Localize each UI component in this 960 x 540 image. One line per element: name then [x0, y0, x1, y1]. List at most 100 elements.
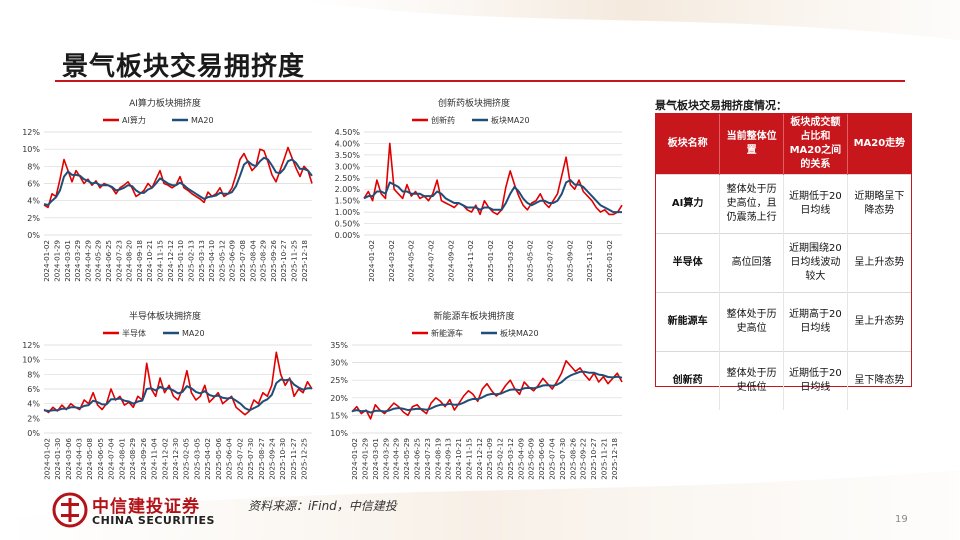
table-cell: 近期略呈下降态势 — [847, 174, 911, 234]
table-row: 新能源车 整体处于历史高位 近期高于20日均线 呈上升态势 — [656, 292, 911, 352]
x-tick-label: 2024-09-18 — [135, 240, 144, 282]
citic-logo-icon — [52, 492, 88, 528]
x-tick-label: 2024-04-29 — [83, 240, 92, 282]
x-tick-label: 2025-09-02 — [565, 240, 574, 282]
table-row: 创新药 整体处于历史低位 近期低于20日均线 呈下降态势 — [656, 351, 911, 410]
y-tick-label: 4.50% — [335, 128, 361, 137]
x-tick-label: 2025-02-13 — [186, 240, 195, 282]
x-tick-label: 2024-11-15 — [464, 438, 473, 480]
y-tick-label: 15% — [330, 411, 348, 420]
x-tick-label: 2026-01-02 — [605, 240, 614, 282]
x-tick-label: 2024-10-21 — [454, 438, 463, 480]
x-tick-label: 2025-08-27 — [257, 438, 266, 480]
series-line-value — [363, 142, 623, 216]
y-tick-label: 10% — [330, 429, 348, 438]
x-tick-label: 2025-03-13 — [197, 240, 206, 282]
page-title: 景气板块交易拥挤度 — [62, 52, 306, 82]
y-tick-label: 35% — [330, 341, 348, 350]
page-number: 19 — [895, 514, 908, 525]
chart-semiconductor: 半导体板块拥挤度 半导体 MA20 0% 2% 4% 6% 8% 10% 12% 2024-01-0… — [10, 305, 320, 495]
x-tick-label: 2024-11-04 — [150, 438, 159, 480]
x-tick-label: 2024-08-19 — [433, 438, 442, 480]
x-tick-label: 2025-01-10 — [176, 240, 185, 282]
table-row: 半导体 高位回落 近期围绕20日均线波动较大 呈上升态势 — [656, 233, 911, 293]
x-tick-label: 2025-07-30 — [558, 438, 567, 480]
y-tick-label: 2% — [27, 414, 40, 423]
y-tick-label: 12% — [22, 341, 40, 350]
x-tick-label: 2025-08-26 — [568, 438, 577, 480]
table-cell: 近期围绕20日均线波动较大 — [783, 233, 848, 293]
y-tick-label: 0.00% — [335, 231, 361, 240]
y-tick-label: 0% — [27, 429, 40, 438]
x-tick-label: 2025-10-27 — [279, 240, 288, 282]
y-tick-label: 20% — [330, 394, 348, 403]
x-tick-label: 2024-03-01 — [371, 438, 380, 480]
source-note: 资料来源：iFind，中信建投 — [248, 499, 397, 513]
x-tick-label: 2025-07-02 — [546, 240, 555, 282]
table-cell: 创新药 — [656, 351, 721, 410]
table-cell: 整体处于历史高位 — [719, 292, 784, 352]
table-cell: 呈下降态势 — [847, 351, 911, 410]
x-tick-label: 2025-04-10 — [207, 240, 216, 282]
chart-title: 创新药板块拥挤度 — [438, 97, 510, 109]
y-tick-label: 0.50% — [335, 220, 361, 229]
chart-title: 半导体板块拥挤度 — [129, 310, 201, 322]
legend-label: AI算力 — [122, 115, 146, 125]
x-tick-label: 2025-06-09 — [228, 240, 237, 282]
legend-label: 创新药 — [431, 115, 455, 125]
y-tick-label: 3.00% — [335, 162, 361, 171]
side-table: 板块名称 当前整体位置 板块成交额占比和MA20之间的关系 MA20走势 AI算… — [655, 113, 912, 410]
y-tick-label: 6% — [27, 385, 40, 394]
table-cell: 新能源车 — [656, 292, 721, 352]
y-tick-label: 8% — [27, 162, 40, 171]
x-tick-label: 2024-08-01 — [117, 438, 126, 480]
x-tick-label: 2024-01-29 — [52, 240, 61, 282]
y-tick-label: 0% — [27, 231, 40, 240]
x-tick-label: 2024-01-02 — [42, 438, 51, 480]
legend-label: MA20 — [182, 329, 205, 338]
chart-title: AI算力板块拥挤度 — [129, 97, 201, 109]
table-cell: AI算力 — [656, 174, 721, 234]
series-line-ma20 — [351, 370, 623, 414]
x-tick-label: 2024-12-12 — [475, 438, 484, 480]
x-tick-label: 2024-07-23 — [423, 438, 432, 480]
x-tick-label: 2025-04-02 — [203, 438, 212, 480]
x-tick-label: 2024-06-25 — [104, 240, 113, 282]
header-position: 当前整体位置 — [719, 114, 784, 175]
y-tick-label: 30% — [330, 359, 348, 368]
chart-ev: 新能源车板块拥挤度 新能源车 板块MA20 10% 15% 20% 25% 30% 35% 202… — [318, 305, 630, 495]
chart-title: 新能源车板块拥挤度 — [433, 310, 514, 322]
x-tick-label: 2025-01-09 — [485, 438, 494, 480]
x-tick-label: 2024-07-02 — [426, 240, 435, 282]
x-tick-label: 2025-12-18 — [300, 240, 309, 282]
x-tick-label: 2024-05-08 — [85, 438, 94, 480]
x-tick-label: 2024-01-02 — [367, 240, 376, 282]
y-tick-label: 12% — [22, 128, 40, 137]
x-tick-label: 2025-05-09 — [527, 438, 536, 480]
x-tick-label: 2025-09-22 — [579, 438, 588, 480]
x-tick-label: 2024-09-13 — [444, 438, 453, 480]
x-tick-label: 2024-09-26 — [139, 438, 148, 480]
x-tick-label: 2025-07-04 — [548, 438, 557, 480]
series-line-ma20 — [363, 179, 622, 214]
table-cell: 呈上升态势 — [847, 233, 911, 293]
summary-table: 板块名称 当前整体位置 板块成交额占比和MA20之间的关系 MA20走势 AI算… — [656, 114, 911, 410]
x-tick-label: 2024-12-02 — [160, 438, 169, 480]
x-tick-label: 2025-03-02 — [506, 240, 515, 282]
legend-label: MA20 — [191, 116, 214, 125]
x-tick-label: 2025-10-30 — [278, 438, 287, 480]
y-tick-label: 2% — [27, 214, 40, 223]
x-tick-label: 2025-05-02 — [526, 240, 535, 282]
legend-label: 板块MA20 — [500, 328, 539, 338]
header-ma-relation: 板块成交额占比和MA20之间的关系 — [783, 114, 848, 175]
x-tick-label: 2025-08-29 — [259, 240, 268, 282]
y-tick-label: 2.50% — [335, 174, 361, 183]
y-tick-label: 6% — [27, 180, 40, 189]
table-cell: 近期低于20日均线 — [783, 174, 848, 234]
table-cell: 整体处于历史高位，且仍震荡上行 — [719, 174, 784, 234]
x-tick-label: 2024-07-23 — [114, 240, 123, 282]
x-tick-label: 2025-05-12 — [217, 240, 226, 282]
